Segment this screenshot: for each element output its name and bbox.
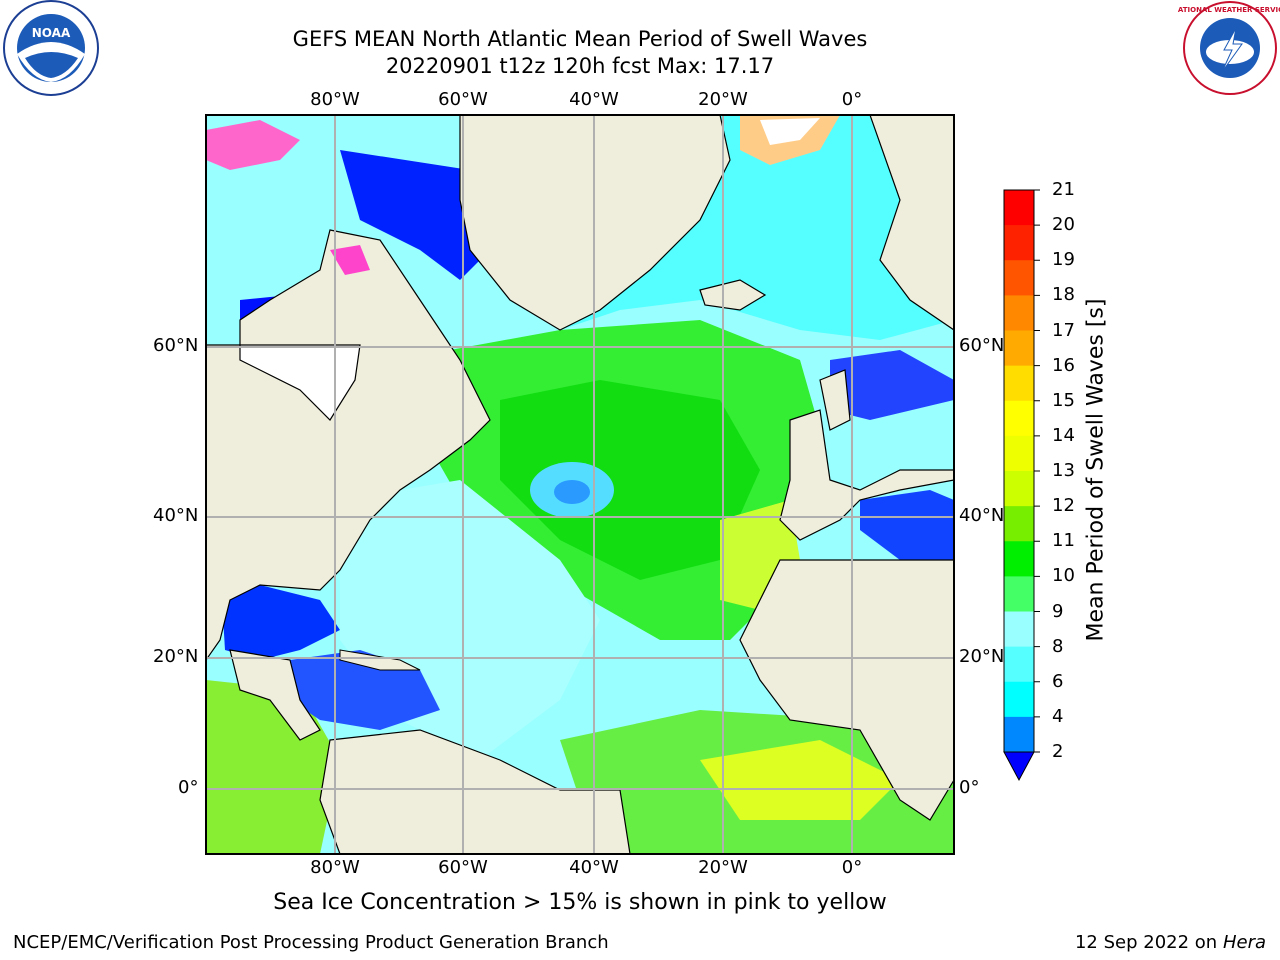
- ice-arctic-1: [206, 120, 300, 170]
- gridlines: [206, 115, 954, 854]
- colorbar-segment: [1004, 190, 1034, 226]
- land-british-isles: [819, 369, 851, 431]
- lon-label-bottom: 40°W: [569, 857, 619, 878]
- colorbar-segment: [1004, 365, 1034, 402]
- colorbar-segment: [1004, 260, 1034, 296]
- colorbar-tick-label: 11: [1052, 530, 1075, 552]
- lon-label-top: 20°W: [698, 89, 748, 110]
- colorbar-segment: [1004, 681, 1034, 718]
- svg-text:NATIONAL WEATHER SERVICE: NATIONAL WEATHER SERVICE: [1178, 6, 1280, 14]
- colorbar-tick-label: 8: [1052, 635, 1064, 657]
- lat-label-left: 60°N: [153, 335, 199, 356]
- colorbar-tick-label: 16: [1052, 354, 1075, 376]
- lon-label-bottom: 20°W: [698, 857, 748, 878]
- footer-host: Hera: [1222, 932, 1266, 953]
- ocean-south-yellow: [700, 740, 900, 820]
- lon-label-top: 40°W: [569, 89, 619, 110]
- lat-label-left: 40°N: [153, 505, 199, 526]
- north-sea: [830, 350, 954, 420]
- colorbar-segment: [1004, 435, 1034, 472]
- lon-label-top: 0°: [841, 89, 863, 110]
- ocean-central-bright-green: [500, 380, 760, 580]
- colorbar-tick-label: 13: [1052, 460, 1075, 481]
- colorbar-tick-label: 2: [1052, 741, 1064, 762]
- chart-subtitle: 20220901 t12z 120h fcst Max: 17.17: [385, 54, 775, 78]
- lon-label-top: 60°W: [438, 89, 488, 110]
- land-europe: [779, 409, 954, 541]
- lat-label-right: 20°N: [959, 646, 1005, 667]
- footer-date: 12 Sep 2022 on Hera: [1075, 932, 1266, 953]
- land-africa: [739, 559, 954, 821]
- chart-title: GEFS MEAN North Atlantic Mean Period of …: [292, 27, 868, 51]
- land-iceland: [699, 279, 767, 311]
- colorbar-tick-label: 20: [1052, 214, 1075, 236]
- lon-label-top: 80°W: [310, 89, 360, 110]
- lat-label-left: 20°N: [153, 646, 199, 667]
- sea-ice-note: Sea Ice Concentration > 15% is shown in …: [273, 890, 887, 915]
- map-frame: [205, 114, 955, 855]
- colorbar-segment: [1004, 541, 1034, 577]
- lat-label-right: 60°N: [959, 335, 1005, 356]
- colorbar-tick-label: 19: [1052, 249, 1075, 271]
- colorbar: [1003, 189, 1040, 782]
- colorbar-tick-label: 10: [1052, 565, 1075, 587]
- colorbar-tick-label: 14: [1052, 424, 1075, 446]
- ice-hudson: [330, 245, 370, 275]
- svg-text:NOAA: NOAA: [32, 26, 71, 40]
- lon-label-bottom: 60°W: [438, 857, 488, 878]
- colorbar-tick-label: 9: [1052, 600, 1064, 622]
- lat-label-left: 0°: [178, 777, 199, 798]
- colorbar-segment: [1004, 576, 1034, 612]
- gulf-of-mexico: [222, 585, 340, 660]
- noaa-logo: NOAA: [3, 0, 99, 96]
- nws-logo: NATIONAL WEATHER SERVICE: [1178, 1, 1280, 95]
- colorbar-segment: [1004, 330, 1034, 367]
- colorbar-tick-label: 21: [1052, 179, 1075, 200]
- colorbar-tick-label: 6: [1052, 670, 1064, 692]
- lon-label-bottom: 0°: [841, 857, 863, 878]
- lat-label-right: 0°: [959, 777, 980, 798]
- colorbar-tick-label: 12: [1052, 495, 1075, 517]
- colorbar-tick-label: 17: [1052, 319, 1075, 341]
- colorbar-segment: [1004, 716, 1034, 753]
- lon-label-bottom: 80°W: [310, 857, 360, 878]
- colorbar-segment: [1004, 611, 1034, 648]
- footer-date-text: 12 Sep 2022 on: [1074, 932, 1218, 953]
- colorbar-segment: [1004, 471, 1034, 507]
- land-central-america: [229, 649, 321, 741]
- colorbar-extend-arrow: [1003, 751, 1035, 782]
- colorbar-segment: [1004, 295, 1034, 331]
- colorbar-title: Mean Period of Swell Waves [s]: [1083, 298, 1109, 642]
- colorbar-tick-label: 15: [1052, 389, 1075, 411]
- colorbar-segment: [1004, 646, 1034, 683]
- colorbar-tick-label: 18: [1052, 284, 1075, 306]
- mediterranean: [860, 490, 954, 560]
- land-scandinavia: [869, 115, 954, 331]
- colorbar-segment: [1004, 400, 1034, 437]
- colorbar-segment: [1004, 225, 1034, 261]
- lat-label-right: 40°N: [959, 505, 1005, 526]
- land-hudson-white: [239, 344, 361, 421]
- footer-branch: NCEP/EMC/Verification Post Processing Pr…: [13, 932, 609, 953]
- colorbar-tick-label: 4: [1052, 705, 1064, 727]
- colorbar-segment: [1004, 506, 1034, 542]
